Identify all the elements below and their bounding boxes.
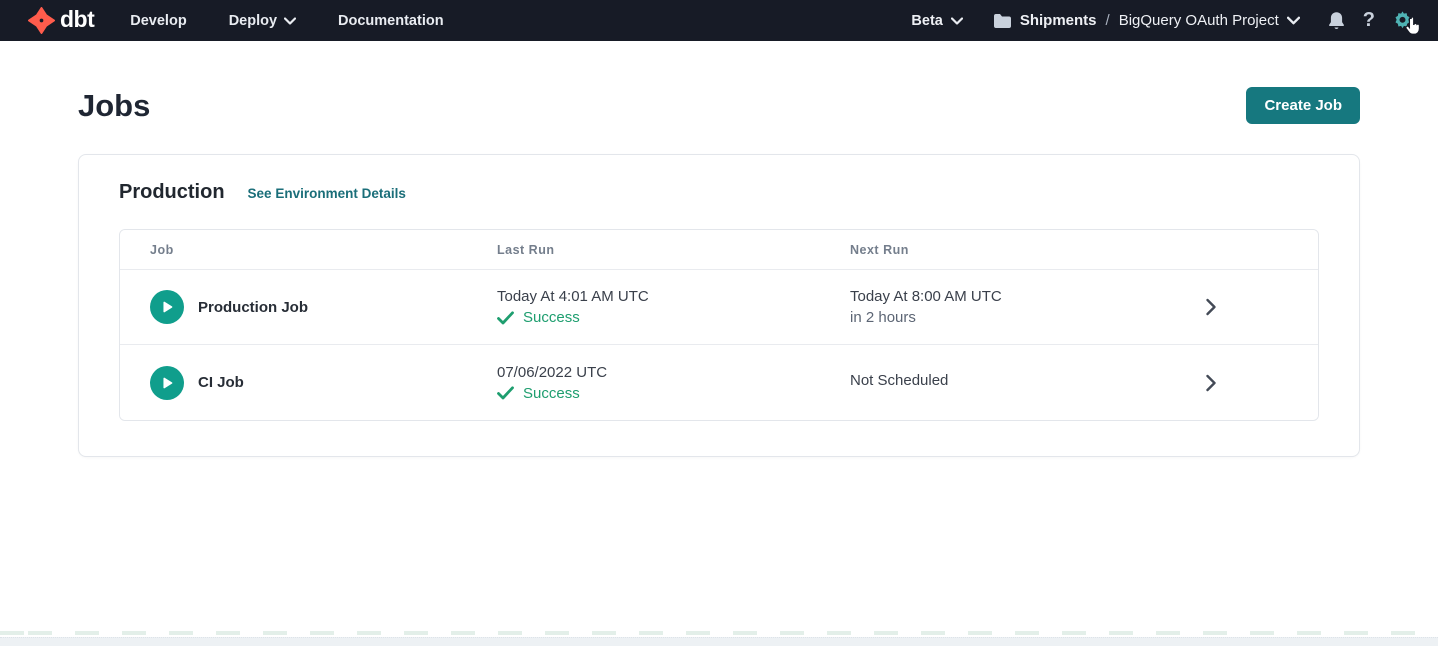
page-bottom-strip bbox=[0, 637, 1438, 646]
job-cell: CI Job bbox=[150, 365, 497, 400]
bell-icon[interactable] bbox=[1327, 11, 1346, 31]
nav-icon-buttons: ? bbox=[1327, 9, 1420, 35]
next-run-cell: Not Scheduled bbox=[850, 372, 1205, 393]
create-job-button[interactable]: Create Job bbox=[1246, 87, 1360, 124]
page-header: Jobs Create Job bbox=[78, 87, 1360, 124]
jobs-table: Job Last Run Next Run Production Job Tod… bbox=[119, 229, 1319, 421]
run-status: Success bbox=[497, 309, 850, 326]
column-header-last-run: Last Run bbox=[497, 242, 555, 257]
folder-icon bbox=[993, 13, 1012, 29]
gear-icon[interactable] bbox=[1392, 10, 1420, 35]
job-cell: Production Job bbox=[150, 290, 497, 324]
chevron-down-icon bbox=[1286, 16, 1300, 25]
check-icon bbox=[497, 386, 514, 400]
chevron-down-icon bbox=[284, 16, 297, 25]
project-breadcrumb[interactable]: Shipments / BigQuery OAuth Project bbox=[993, 12, 1300, 29]
nav-item-documentation[interactable]: Documentation bbox=[338, 13, 444, 29]
check-icon bbox=[497, 310, 514, 325]
nav-item-label: Documentation bbox=[338, 12, 444, 29]
next-run-cell: Today At 8:00 AM UTC in 2 hours bbox=[850, 288, 1205, 326]
chevron-down-icon bbox=[950, 16, 963, 25]
top-navigation-bar: dbt Develop Deploy Documentation Beta bbox=[0, 0, 1438, 41]
nav-item-label: Deploy bbox=[228, 12, 278, 29]
run-status: Success bbox=[497, 385, 850, 402]
status-label: Success bbox=[523, 384, 580, 402]
nav-right-cluster: Beta Shipments / BigQuery OAuth Project bbox=[911, 9, 1420, 35]
nav-item-label: Develop bbox=[130, 12, 187, 29]
next-run-time: Not Scheduled bbox=[850, 372, 949, 389]
breadcrumb-account: Shipments bbox=[1019, 12, 1097, 29]
chevron-right-icon[interactable] bbox=[1205, 298, 1217, 316]
hand-pointer-cursor bbox=[1405, 16, 1420, 40]
environment-name: Production bbox=[119, 181, 225, 203]
table-header-row: Job Last Run Next Run bbox=[120, 230, 1318, 270]
dbt-logo-icon bbox=[28, 7, 55, 34]
table-row[interactable]: CI Job 07/06/2022 UTC Success Not Schedu… bbox=[120, 345, 1318, 420]
last-run-time: 07/06/2022 UTC bbox=[497, 363, 608, 381]
nav-item-deploy[interactable]: Deploy bbox=[228, 12, 297, 29]
column-header-job: Job bbox=[150, 242, 174, 257]
last-run-time: Today At 4:01 AM UTC bbox=[497, 288, 649, 305]
question-icon[interactable]: ? bbox=[1363, 9, 1375, 32]
page-title: Jobs bbox=[78, 87, 151, 123]
play-icon[interactable] bbox=[150, 365, 184, 400]
dbt-logo-text: dbt bbox=[60, 5, 95, 32]
next-run-time: Today At 8:00 AM UTC bbox=[850, 288, 1002, 305]
job-name: CI Job bbox=[198, 374, 244, 391]
beta-label: Beta bbox=[911, 12, 943, 29]
play-icon[interactable] bbox=[150, 290, 184, 324]
nav-item-develop[interactable]: Develop bbox=[130, 13, 186, 29]
last-run-cell: Today At 4:01 AM UTC Success bbox=[497, 288, 850, 326]
job-name: Production Job bbox=[198, 298, 308, 316]
question-glyph: ? bbox=[1362, 9, 1375, 31]
next-run-note: in 2 hours bbox=[850, 309, 916, 326]
environment-card: Production See Environment Details Job L… bbox=[78, 154, 1360, 457]
chevron-right-icon[interactable] bbox=[1205, 374, 1217, 392]
dbt-logo[interactable]: dbt bbox=[28, 5, 95, 34]
page-bottom-dashed-divider bbox=[0, 631, 1438, 635]
breadcrumb-project: BigQuery OAuth Project bbox=[1118, 12, 1279, 29]
status-label: Success bbox=[523, 309, 580, 326]
nav-menu: Develop Deploy Documentation bbox=[130, 13, 443, 29]
beta-dropdown[interactable]: Beta bbox=[911, 12, 963, 29]
environment-header: Production See Environment Details bbox=[119, 181, 1319, 204]
column-header-next-run: Next Run bbox=[850, 242, 909, 257]
environment-details-link[interactable]: See Environment Details bbox=[247, 186, 406, 201]
main-content: Jobs Create Job Production See Environme… bbox=[0, 87, 1438, 457]
last-run-cell: 07/06/2022 UTC Success bbox=[497, 364, 850, 402]
breadcrumb-separator: / bbox=[1105, 12, 1110, 29]
table-row[interactable]: Production Job Today At 4:01 AM UTC Succ… bbox=[120, 270, 1318, 345]
